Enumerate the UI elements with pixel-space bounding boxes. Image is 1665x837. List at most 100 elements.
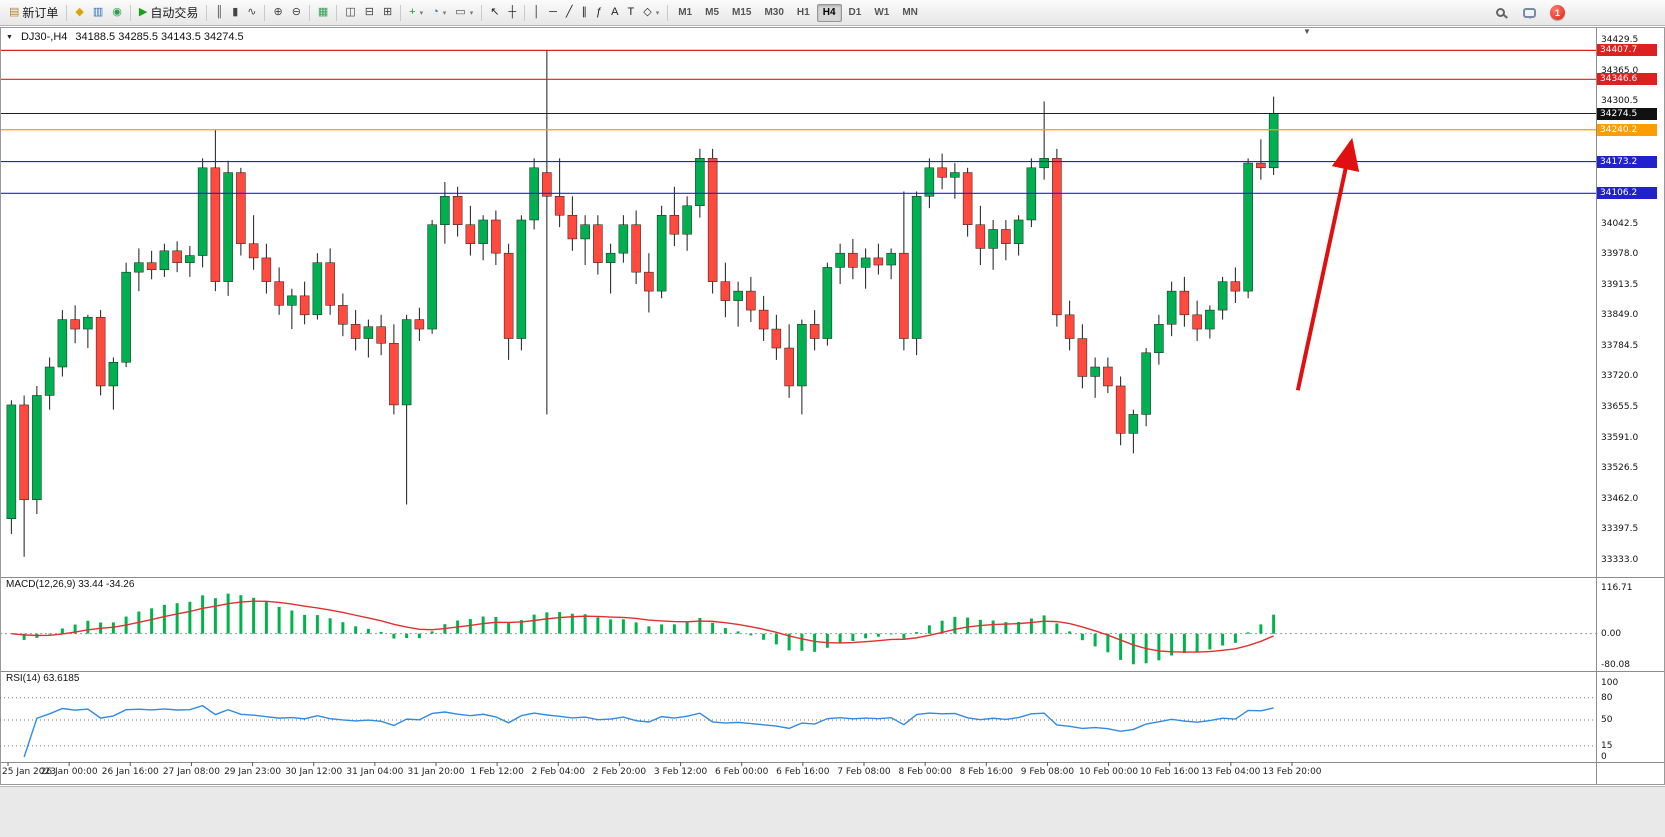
time-axis-label: 6 Feb 00:00: [715, 767, 769, 777]
price-tag-34240.2: 34240.2: [1597, 123, 1657, 136]
bottom-bar: [0, 786, 1665, 837]
chat-icon: [1523, 7, 1536, 19]
trendline-icon: ╱: [565, 6, 573, 18]
price-tag-34346.6: 34346.6: [1597, 73, 1657, 86]
axis-label: 33397.5: [1601, 524, 1639, 535]
vertical-line-button[interactable]: │: [529, 3, 544, 23]
timeframe-m15-button[interactable]: M15: [726, 4, 757, 22]
time-axis-label: 2 Feb 20:00: [592, 767, 647, 777]
text-button[interactable]: A: [607, 3, 622, 23]
axis-label: 33655.5: [1601, 402, 1639, 413]
rsi-line: [23, 704, 1274, 758]
time-axis-label: 3 Feb 12:00: [653, 767, 708, 777]
timeframe-mn-button[interactable]: MN: [896, 4, 924, 22]
zoom-in-icon: ⊕: [273, 6, 283, 18]
price-tag-34274.5: 34274.5: [1597, 107, 1657, 120]
axis-label: 50: [1601, 715, 1613, 725]
auto-trading-button[interactable]: ▶ 自动交易: [135, 3, 202, 23]
templates-icon: ▭: [455, 6, 466, 18]
price-tag-34173.2: 34173.2: [1597, 155, 1657, 168]
crosshair-button[interactable]: ┼: [504, 3, 520, 23]
vertical-line-icon: │: [533, 6, 541, 18]
tile-windows-button[interactable]: ▦: [314, 3, 332, 23]
chart-shift-marker-icon[interactable]: ▼: [1303, 27, 1311, 36]
axis-label: 34429.5: [1601, 35, 1639, 45]
timeframe-m5-button[interactable]: M5: [699, 4, 725, 22]
tile-vertical-button[interactable]: ⊞: [379, 3, 396, 23]
time-axis-label: 25 Jan 2023: [2, 767, 56, 777]
crosshair-icon: ┼: [508, 6, 517, 18]
axis-label: 33720.0: [1601, 371, 1639, 382]
axis-label: 34365.0: [1601, 65, 1639, 76]
templates-button[interactable]: ▭ ▾: [451, 3, 477, 23]
axis-label: -80.08: [1601, 660, 1631, 670]
cascade-windows-button[interactable]: ◫: [341, 3, 359, 23]
navigator-button[interactable]: ◉: [108, 3, 126, 23]
toolbar-separator: [206, 4, 208, 21]
time-axis-label: 2 Feb 04:00: [531, 767, 585, 777]
trendline-button[interactable]: ╱: [562, 3, 577, 23]
dropdown-caret-icon: ▾: [442, 9, 447, 17]
time-axis-label: 27 Jan 08:00: [162, 767, 220, 777]
macd-indicator-label: MACD(12,26,9) 33.44 -34.26: [6, 579, 135, 590]
axis-label: 34300.5: [1601, 96, 1639, 107]
toolbar-separator: [264, 4, 266, 21]
timeframe-d1-button[interactable]: D1: [843, 4, 868, 22]
periods-button[interactable]: ◔ ▾: [428, 3, 450, 23]
equidistant-channel-button[interactable]: ∥: [578, 3, 592, 23]
toolbar-separator: [308, 4, 310, 21]
arrows-button[interactable]: ◇ ▾: [639, 3, 663, 23]
price-tag-34106.2: 34106.2: [1597, 187, 1657, 200]
horizontal-line-icon: ─: [549, 6, 557, 18]
axis-label: 15: [1601, 740, 1613, 751]
macd-histogram: [22, 593, 1276, 665]
candlestick-chart-button[interactable]: ▮: [228, 3, 242, 23]
navigator-icon: ◉: [112, 6, 122, 18]
time-axis-label: 13 Feb 04:00: [1201, 767, 1261, 777]
chart-ohlc: 34188.5 34285.5 34143.5 34274.5: [75, 31, 244, 43]
timeframe-m30-button[interactable]: M30: [758, 4, 789, 22]
timeframe-w1-button[interactable]: W1: [868, 4, 895, 22]
toolbar-separator: [129, 4, 131, 21]
market-watch-button[interactable]: ▥: [89, 3, 107, 23]
timeframe-m1-button[interactable]: M1: [672, 4, 698, 22]
indicators-button[interactable]: + ▾: [405, 3, 427, 23]
cascade-windows-icon: ◫: [345, 6, 356, 18]
search-button[interactable]: [1492, 3, 1509, 23]
tile-vertical-icon: ⊞: [382, 6, 393, 18]
fibonacci-button[interactable]: ƒ: [592, 3, 606, 23]
dropdown-caret-icon: ▾: [655, 9, 660, 17]
cursor-button[interactable]: ↖: [486, 3, 503, 23]
axis-label: 33978.0: [1601, 249, 1639, 260]
axis-label: 116.71: [1601, 583, 1633, 593]
chart-area[interactable]: ▼ DJ30-,H4 34188.5 34285.5 34143.5 34274…: [0, 27, 1665, 785]
tile-horizontal-button[interactable]: ⊟: [361, 3, 378, 23]
timeframe-h1-button[interactable]: H1: [791, 4, 816, 22]
bar-chart-button[interactable]: ║: [211, 3, 227, 23]
axis-label: 33591.0: [1601, 432, 1639, 443]
time-axis-label: 1 Feb 12:00: [470, 767, 524, 777]
line-chart-button[interactable]: ∿: [243, 3, 260, 23]
horizontal-line-button[interactable]: ─: [545, 3, 561, 23]
arrows-icon: ◇: [643, 6, 652, 18]
axis-label: 33913.5: [1601, 279, 1639, 290]
toolbar-left-groups: ▤ 新订单 ◆ ▥ ◉ ▶ 自动交易 ║ ▮ ∿ ⊕ ⊖ ▦ ◫ ⊟ ⊞ + ▾ ◔ ▾ ▭ ▾ ↖ ┼ │ ─ ╱ ∥ ƒ A T ◇ ▾ M1…: [5, 0, 924, 25]
timeframe-h4-button[interactable]: H4: [816, 3, 842, 22]
new-order-button[interactable]: ▤ 新订单: [5, 3, 62, 23]
symbols-button[interactable]: ◆: [71, 3, 87, 23]
symbol-collapse-icon[interactable]: ▼: [6, 33, 13, 41]
candles: [6, 50, 1279, 557]
price-chart-svg: [0, 27, 1665, 785]
time-axis-label: 13 Feb 20:00: [1262, 767, 1322, 777]
toolbar: ▤ 新订单 ◆ ▥ ◉ ▶ 自动交易 ║ ▮ ∿ ⊕ ⊖ ▦ ◫ ⊟ ⊞ + ▾ ◔ ▾ ▭ ▾ ↖ ┼ │ ─ ╱ ∥ ƒ A T ◇ ▾ M1…: [0, 0, 1665, 26]
toolbar-separator: [66, 4, 68, 21]
time-axis-label: 26 Jan 00:00: [40, 767, 98, 777]
bar-chart-icon: ║: [215, 6, 224, 18]
candlestick-chart-icon: ▮: [232, 6, 239, 18]
chat-button[interactable]: [1519, 3, 1540, 23]
notification-badge[interactable]: 1: [1550, 5, 1565, 20]
zoom-out-button[interactable]: ⊖: [288, 3, 305, 23]
zoom-in-button[interactable]: ⊕: [269, 3, 286, 23]
label-button[interactable]: T: [623, 3, 638, 23]
toolbar-separator: [481, 4, 483, 21]
